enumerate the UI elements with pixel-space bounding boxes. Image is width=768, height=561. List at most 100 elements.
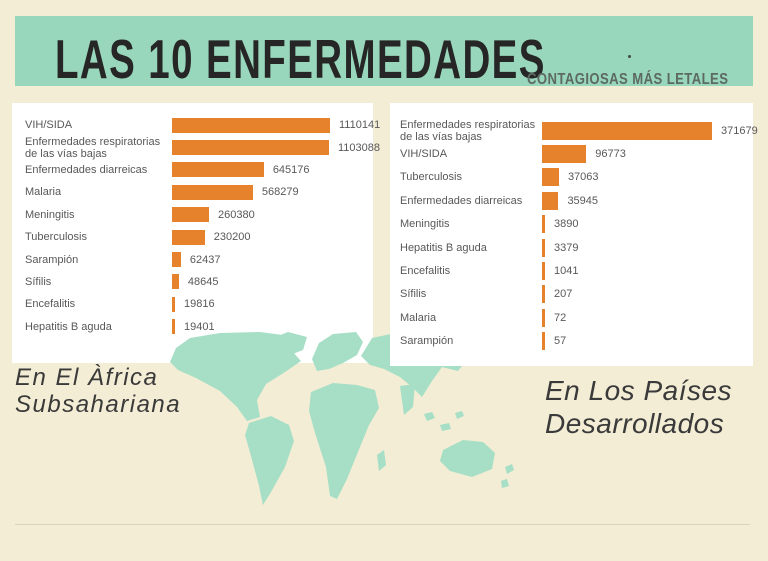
bar [172,140,329,156]
category-label: Malaria [25,186,62,199]
accent-dot-icon [628,55,631,58]
islands-new-zealand [501,464,514,488]
bar [542,168,559,187]
bar-row: Encefalitis 19816 [25,293,373,315]
bar [542,238,545,257]
value-label: 371679 [721,124,758,137]
bar [542,145,587,164]
category-label: VIH/SIDA [400,148,448,161]
category-label: Sífilis [25,275,52,288]
region-india [400,384,415,415]
category-label: Meningitis [25,208,75,221]
category-label: Sífilis [400,288,427,301]
value-label: 48645 [187,275,219,288]
value-label: 3379 [554,241,579,254]
value-label: 1110141 [339,119,381,132]
islands-southeast-asia [424,411,464,431]
bar-row: Enfermedades respiratorias de las vías b… [400,118,758,143]
bar [172,274,179,290]
value-label: 72 [554,311,567,324]
bar-row: Sarampión 62437 [25,248,373,270]
bar-row: Malaria 568279 [25,181,373,203]
bar-row: Enfermedades diarreicas 35945 [400,189,753,212]
value-label: 35945 [567,194,599,207]
category-label: VIH/SIDA [25,119,73,132]
bar [172,162,264,178]
island-madagascar [377,450,386,471]
category-label: Malaria [400,311,437,324]
bar [172,296,175,312]
bar-row: Encefalitis 1041 [400,259,753,282]
bar [172,252,181,268]
subtitle: CONTAGIOSAS MÁS LETALES [527,71,729,88]
bottom-divider [15,524,750,525]
bar [542,332,545,351]
main-title: LAS 10 ENFERMEDADES [55,28,546,90]
value-label: 3890 [554,218,579,231]
bar-row: Tuberculosis 230200 [25,226,373,248]
chart-panel-developed: Enfermedades respiratorias de las vías b… [390,103,758,366]
value-label: 37063 [567,171,599,184]
value-label: 96773 [595,148,626,161]
category-label: Encefalitis [25,298,76,311]
bar [172,117,330,133]
bar [542,262,545,281]
category-label: Tuberculosis [400,171,462,184]
bar-row: Sarampión 57 [400,330,753,353]
bar [542,191,559,210]
value-label: 1041 [554,265,579,278]
category-label: Enfermedades respiratorias de las vías b… [25,135,161,160]
value-label: 62437 [189,253,221,266]
continent-australia [440,440,495,477]
island-greenland [268,332,307,357]
bar [542,308,545,327]
category-label: Tuberculosis [25,231,87,244]
bar-row: Sífilis 48645 [25,271,373,293]
value-label: 19816 [184,298,215,311]
category-label: Encefalitis [400,265,451,278]
bar [542,215,545,234]
bar [542,285,545,304]
bar-row: Tuberculosis 37063 [400,166,753,189]
bar-row: VIH/SIDA 96773 [400,142,753,165]
value-label: 260380 [218,208,255,221]
chart-panel-africa: VIH/SIDA 1110141 Enfermedades respiratoria… [12,103,380,363]
bar-row: Enfermedades diarreicas 645176 [25,159,373,181]
bar-row: Meningitis 260380 [25,204,373,226]
bar [172,229,205,245]
header-band: LAS 10 ENFERMEDADES CONTAGIOSAS MÁS LETA… [15,16,753,90]
value-label: 57 [554,335,567,348]
continent-africa [309,383,379,499]
category-label: Meningitis [400,218,450,231]
category-label: Enfermedades diarreicas [400,194,523,207]
caption-africa: En El Àfrica Subsahariana [15,364,182,418]
category-label: Hepatitis B aguda [25,320,112,333]
bar [172,319,175,335]
continent-south-america [245,416,294,505]
bar-row: Sífilis 207 [400,283,753,306]
bar-row: Enfermedades respiratorias de las vías b… [25,135,380,160]
bar-row: Hepatitis B aguda 19401 [25,316,373,338]
continent-north-america [170,332,304,421]
value-label: 645176 [272,163,310,176]
bar [172,184,253,200]
category-label: Sarampión [25,253,79,266]
bar-row: Malaria 72 [400,306,753,329]
continent-europe [312,332,363,371]
bar-row: Hepatitis B aguda 3379 [400,236,753,259]
category-label: Sarampión [400,335,454,348]
bar-row: Meningitis 3890 [400,213,753,236]
caption-developed: En Los Países Desarrollados [545,375,733,439]
bar [542,121,712,140]
bar-row: VIH/SIDA 1110141 [25,114,380,136]
value-label: 230200 [213,231,251,244]
value-label: 207 [554,288,573,301]
bar [172,207,210,223]
category-label: Hepatitis B aguda [400,241,487,254]
value-label: 19401 [184,320,215,333]
category-label: Enfermedades respiratorias de las vías b… [400,118,536,143]
value-label: 1103088 [337,141,380,154]
category-label: Enfermedades diarreicas [25,163,148,176]
value-label: 568279 [261,186,299,199]
